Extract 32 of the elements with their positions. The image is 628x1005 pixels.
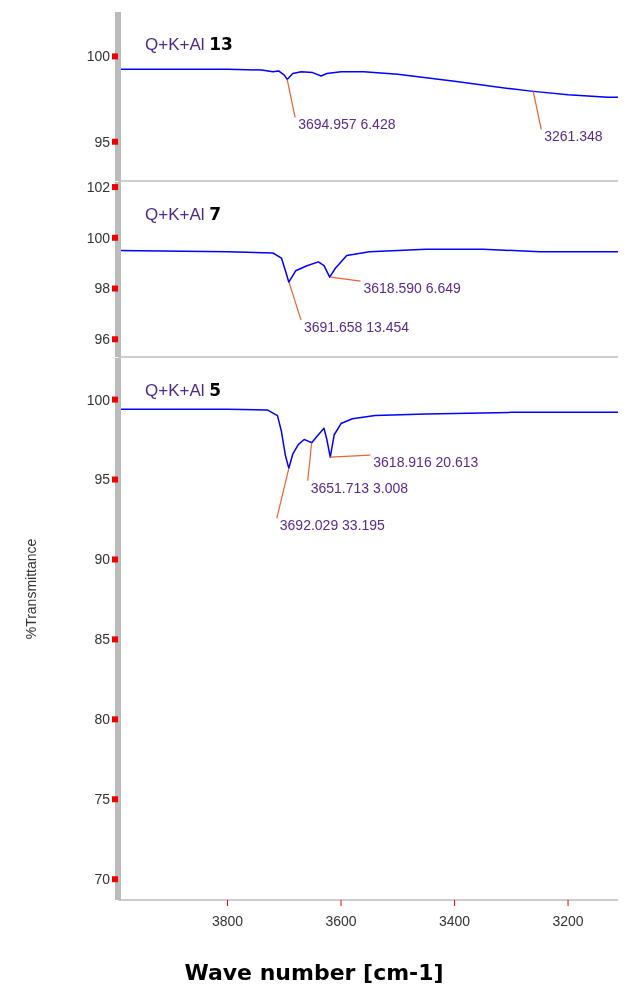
y-tick-label: 85 [94,631,111,648]
annotation: 3618.916 20.613 [373,454,479,471]
line-series [118,248,618,283]
x-tick-label: 3800 [211,912,244,929]
x-tick-label: 3400 [438,912,471,929]
annotation: 3692.029 33.195 [279,517,386,534]
x-tick-label: 3600 [325,912,357,929]
text: Q+K+Al 5 [145,380,222,400]
y-tick-label: 95 [94,471,111,488]
line-series [118,408,618,470]
y-axis-title: %Transmittance [23,538,39,640]
y-tick-label: 90 [94,551,111,568]
annotation: 3261.348 [544,128,603,145]
y-tick-label: 100 [86,391,111,408]
text: Q+K+Al 13 [145,34,233,54]
text: Q+K+Al 7 [145,204,222,224]
annotation: 3691.658 13.454 [304,319,410,336]
x-tick-label: 3200 [552,912,584,929]
x-axis-title: Wave number [cm-1] [184,960,444,985]
y-tick-label: 98 [94,280,111,297]
y-tick-label: 80 [94,711,111,728]
y-tick-label: 102 [86,179,111,196]
line-series [118,68,618,99]
y-tick-label: 96 [94,331,111,348]
annotation: 3618.590 6.649 [363,280,462,297]
y-tick-label: 100 [86,48,111,65]
y-tick-label: 70 [94,871,111,888]
y-tick-label: 95 [94,133,111,150]
y-tick-label: 100 [86,229,111,246]
annotation: 3694.957 6.428 [298,116,396,133]
annotation: 3651.713 3.008 [310,479,409,496]
y-tick-label: 75 [94,791,111,808]
